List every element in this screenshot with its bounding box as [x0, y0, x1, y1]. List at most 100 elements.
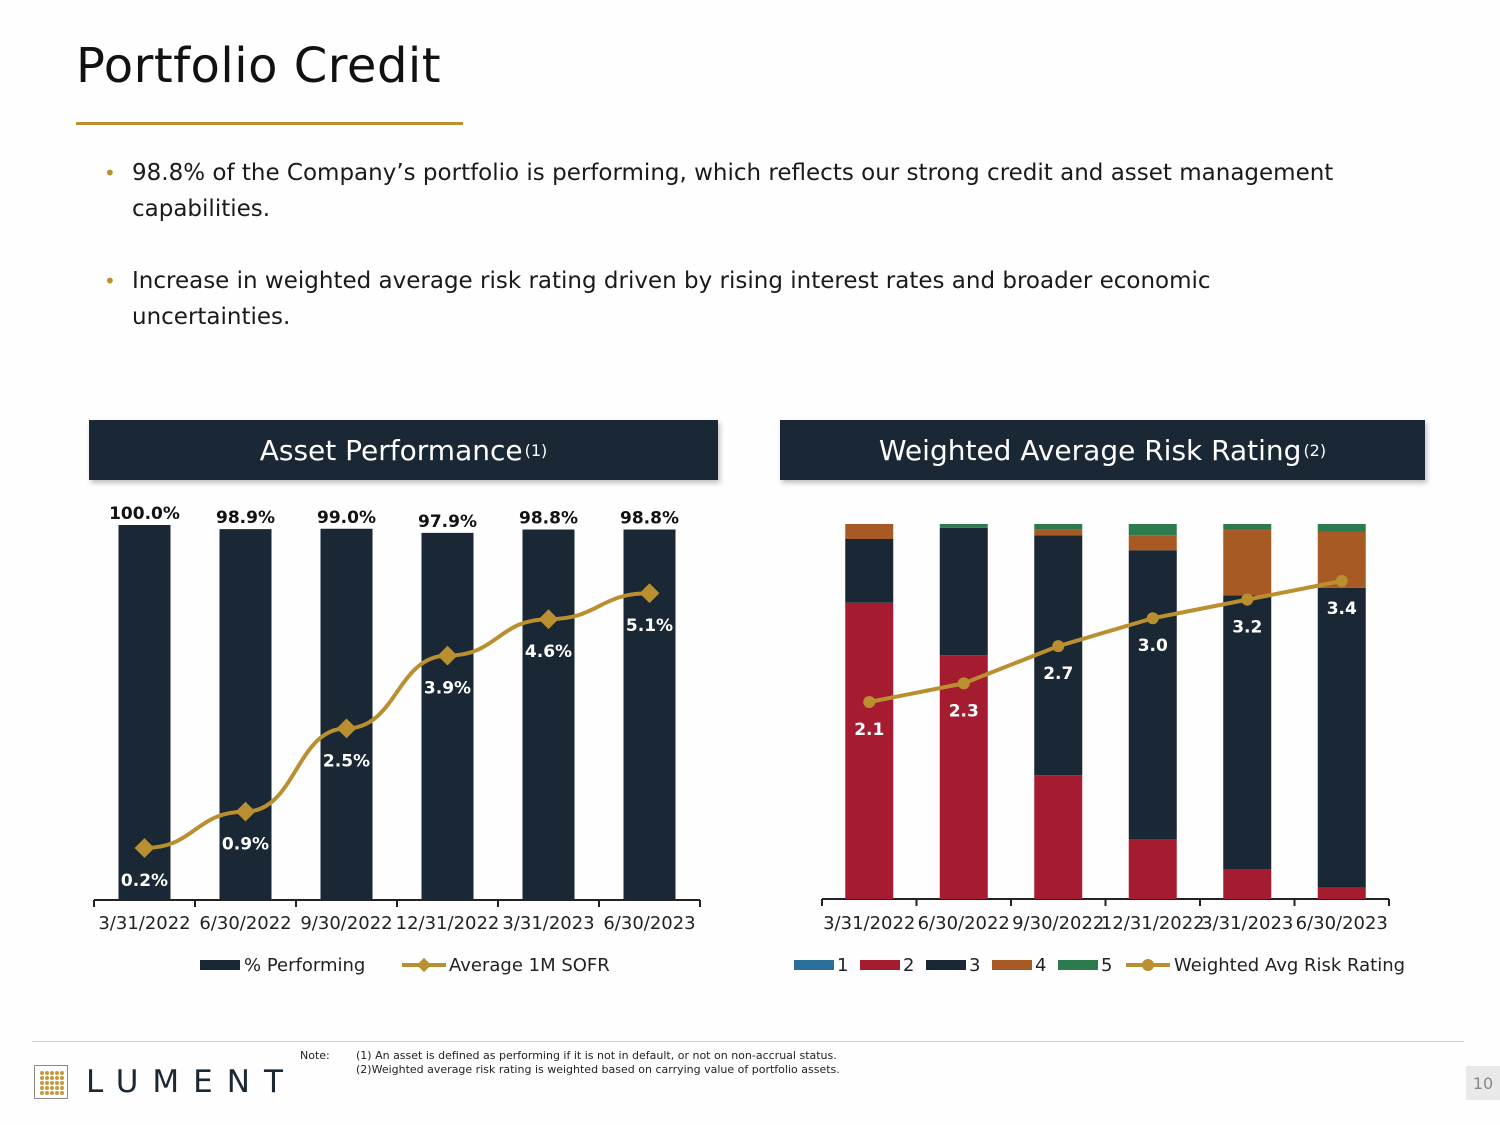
asset-performance-chart: 100.0% 3/31/2022 98.9% 6/30/2022 99.0% 9/30/2…	[93, 504, 701, 976]
rating-5-segment	[1223, 524, 1272, 530]
performing-data-label: 100.0%	[109, 504, 180, 524]
risk-rating-data-label: 2.1	[854, 720, 884, 740]
x-tick-label: 12/31/2022	[396, 913, 500, 934]
risk-rating-marker	[1241, 593, 1254, 606]
bullet-item: • 98.8% of the Company’s portfolio is pe…	[104, 155, 1364, 227]
rating-4-segment	[1034, 529, 1083, 536]
risk-rating-marker	[1335, 575, 1348, 587]
rating-5-segment	[1128, 524, 1177, 536]
performing-data-label: 98.9%	[216, 508, 275, 528]
brand-logo-text: LUMENT	[86, 1064, 297, 1100]
risk-rating-line	[868, 579, 1343, 704]
rating-3-segment	[1128, 550, 1177, 839]
performing-data-label: 98.8%	[519, 509, 578, 529]
asset-performance-header: Asset Performance (1)	[89, 420, 718, 480]
rating-4-segment	[845, 524, 894, 539]
legend-label: 1	[837, 955, 848, 976]
bullet-text: Increase in weighted average risk rating…	[132, 268, 1211, 330]
bullet-list: • 98.8% of the Company’s portfolio is pe…	[104, 155, 1364, 371]
performing-bar	[320, 528, 373, 900]
note-label: Note:	[300, 1049, 330, 1062]
sofr-data-label: 0.2%	[121, 871, 168, 891]
risk-rating-data-label: 2.3	[949, 701, 979, 721]
performing-data-label: 97.9%	[418, 512, 477, 532]
performing-bar	[421, 532, 474, 900]
legend-swatch	[1058, 960, 1098, 970]
rating-4-segment	[1128, 535, 1177, 551]
performing-data-label: 99.0%	[317, 508, 376, 528]
bullet-text: 98.8% of the Company’s portfolio is perf…	[132, 160, 1334, 222]
page-number: 10	[1466, 1066, 1500, 1100]
x-tick-label: 6/30/2022	[918, 913, 1010, 934]
footnote-1: (1) An asset is defined as performing if…	[356, 1049, 837, 1062]
sofr-data-label: 4.6%	[525, 642, 572, 662]
x-tick-label: 6/30/2022	[199, 913, 291, 934]
risk-rating-data-label: 3.4	[1327, 599, 1357, 619]
risk-rating-marker	[957, 677, 970, 690]
legend-performing-swatch	[200, 960, 240, 970]
bullet-dot-icon: •	[104, 161, 116, 185]
sofr-data-label: 0.9%	[222, 835, 269, 855]
risk-rating-chart: 3/31/2022 6/30/2022 9/30/202212/31/20223/3…	[794, 524, 1405, 976]
legend-label: 5	[1101, 955, 1112, 976]
performing-bar	[522, 529, 575, 900]
rating-3-segment	[1317, 587, 1366, 888]
rating-2-segment	[939, 655, 988, 899]
risk-rating-data-label: 2.7	[1043, 664, 1073, 684]
rating-3-segment	[845, 539, 894, 603]
risk-rating-marker	[863, 696, 876, 708]
x-tick-label: 6/30/2023	[603, 913, 695, 934]
title-underline	[76, 122, 463, 125]
legend-sofr-marker	[416, 957, 432, 973]
rating-3-segment	[1223, 595, 1272, 869]
risk-rating-data-label: 3.0	[1138, 636, 1168, 656]
x-tick-label: 6/30/2023	[1296, 913, 1388, 934]
page-title: Portfolio Credit	[76, 38, 442, 94]
x-tick-label: 12/31/2022	[1101, 913, 1205, 934]
legend-swatch	[860, 960, 900, 970]
rating-2-segment	[1317, 887, 1366, 899]
lument-logo-icon	[34, 1065, 68, 1099]
legend-sofr-label: Average 1M SOFR	[449, 955, 610, 976]
rating-2-segment	[1223, 869, 1272, 899]
legend-performing-label: % Performing	[244, 955, 365, 976]
x-tick-label: 3/31/2023	[1201, 913, 1293, 934]
performing-bar	[118, 525, 171, 900]
rating-2-segment	[845, 602, 894, 899]
sofr-marker	[437, 645, 458, 666]
legend-swatch	[794, 960, 834, 970]
footnote-2: (2)Weighted average risk rating is weigh…	[356, 1063, 840, 1076]
sofr-marker	[336, 718, 357, 739]
performing-bar	[219, 529, 272, 900]
asset-performance-footnote-ref: (1)	[524, 440, 548, 460]
rating-5-segment	[939, 524, 988, 528]
x-tick-label: 9/30/2022	[1012, 913, 1104, 934]
legend-label: 4	[1035, 955, 1046, 976]
sofr-marker	[235, 801, 256, 822]
risk-rating-title: Weighted Average Risk Rating	[878, 433, 1302, 467]
asset-performance-title: Asset Performance	[259, 433, 523, 467]
risk-rating-marker	[1052, 640, 1065, 653]
risk-rating-marker	[1146, 612, 1159, 625]
legend-swatch	[926, 960, 966, 970]
rating-3-segment	[1034, 535, 1083, 776]
performing-data-label: 98.8%	[620, 509, 679, 529]
rating-3-segment	[939, 527, 988, 656]
legend-swatch	[992, 960, 1032, 970]
sofr-data-label: 5.1%	[626, 616, 673, 636]
x-tick-label: 3/31/2023	[502, 913, 594, 934]
rating-2-segment	[1034, 775, 1083, 899]
risk-rating-header: Weighted Average Risk Rating (2)	[780, 420, 1425, 480]
legend-label: 2	[903, 955, 914, 976]
footer-divider	[32, 1041, 1464, 1042]
rating-5-segment	[1317, 524, 1366, 532]
x-tick-label: 3/31/2022	[98, 913, 190, 934]
rating-4-segment	[1223, 529, 1272, 596]
x-tick-label: 9/30/2022	[300, 913, 392, 934]
bullet-item: • Increase in weighted average risk rati…	[104, 263, 1364, 335]
sofr-data-label: 3.9%	[424, 679, 471, 699]
bullet-dot-icon: •	[104, 269, 116, 293]
rating-2-segment	[1128, 839, 1177, 899]
rating-5-segment	[1034, 524, 1083, 530]
risk-rating-data-label: 3.2	[1232, 618, 1262, 638]
